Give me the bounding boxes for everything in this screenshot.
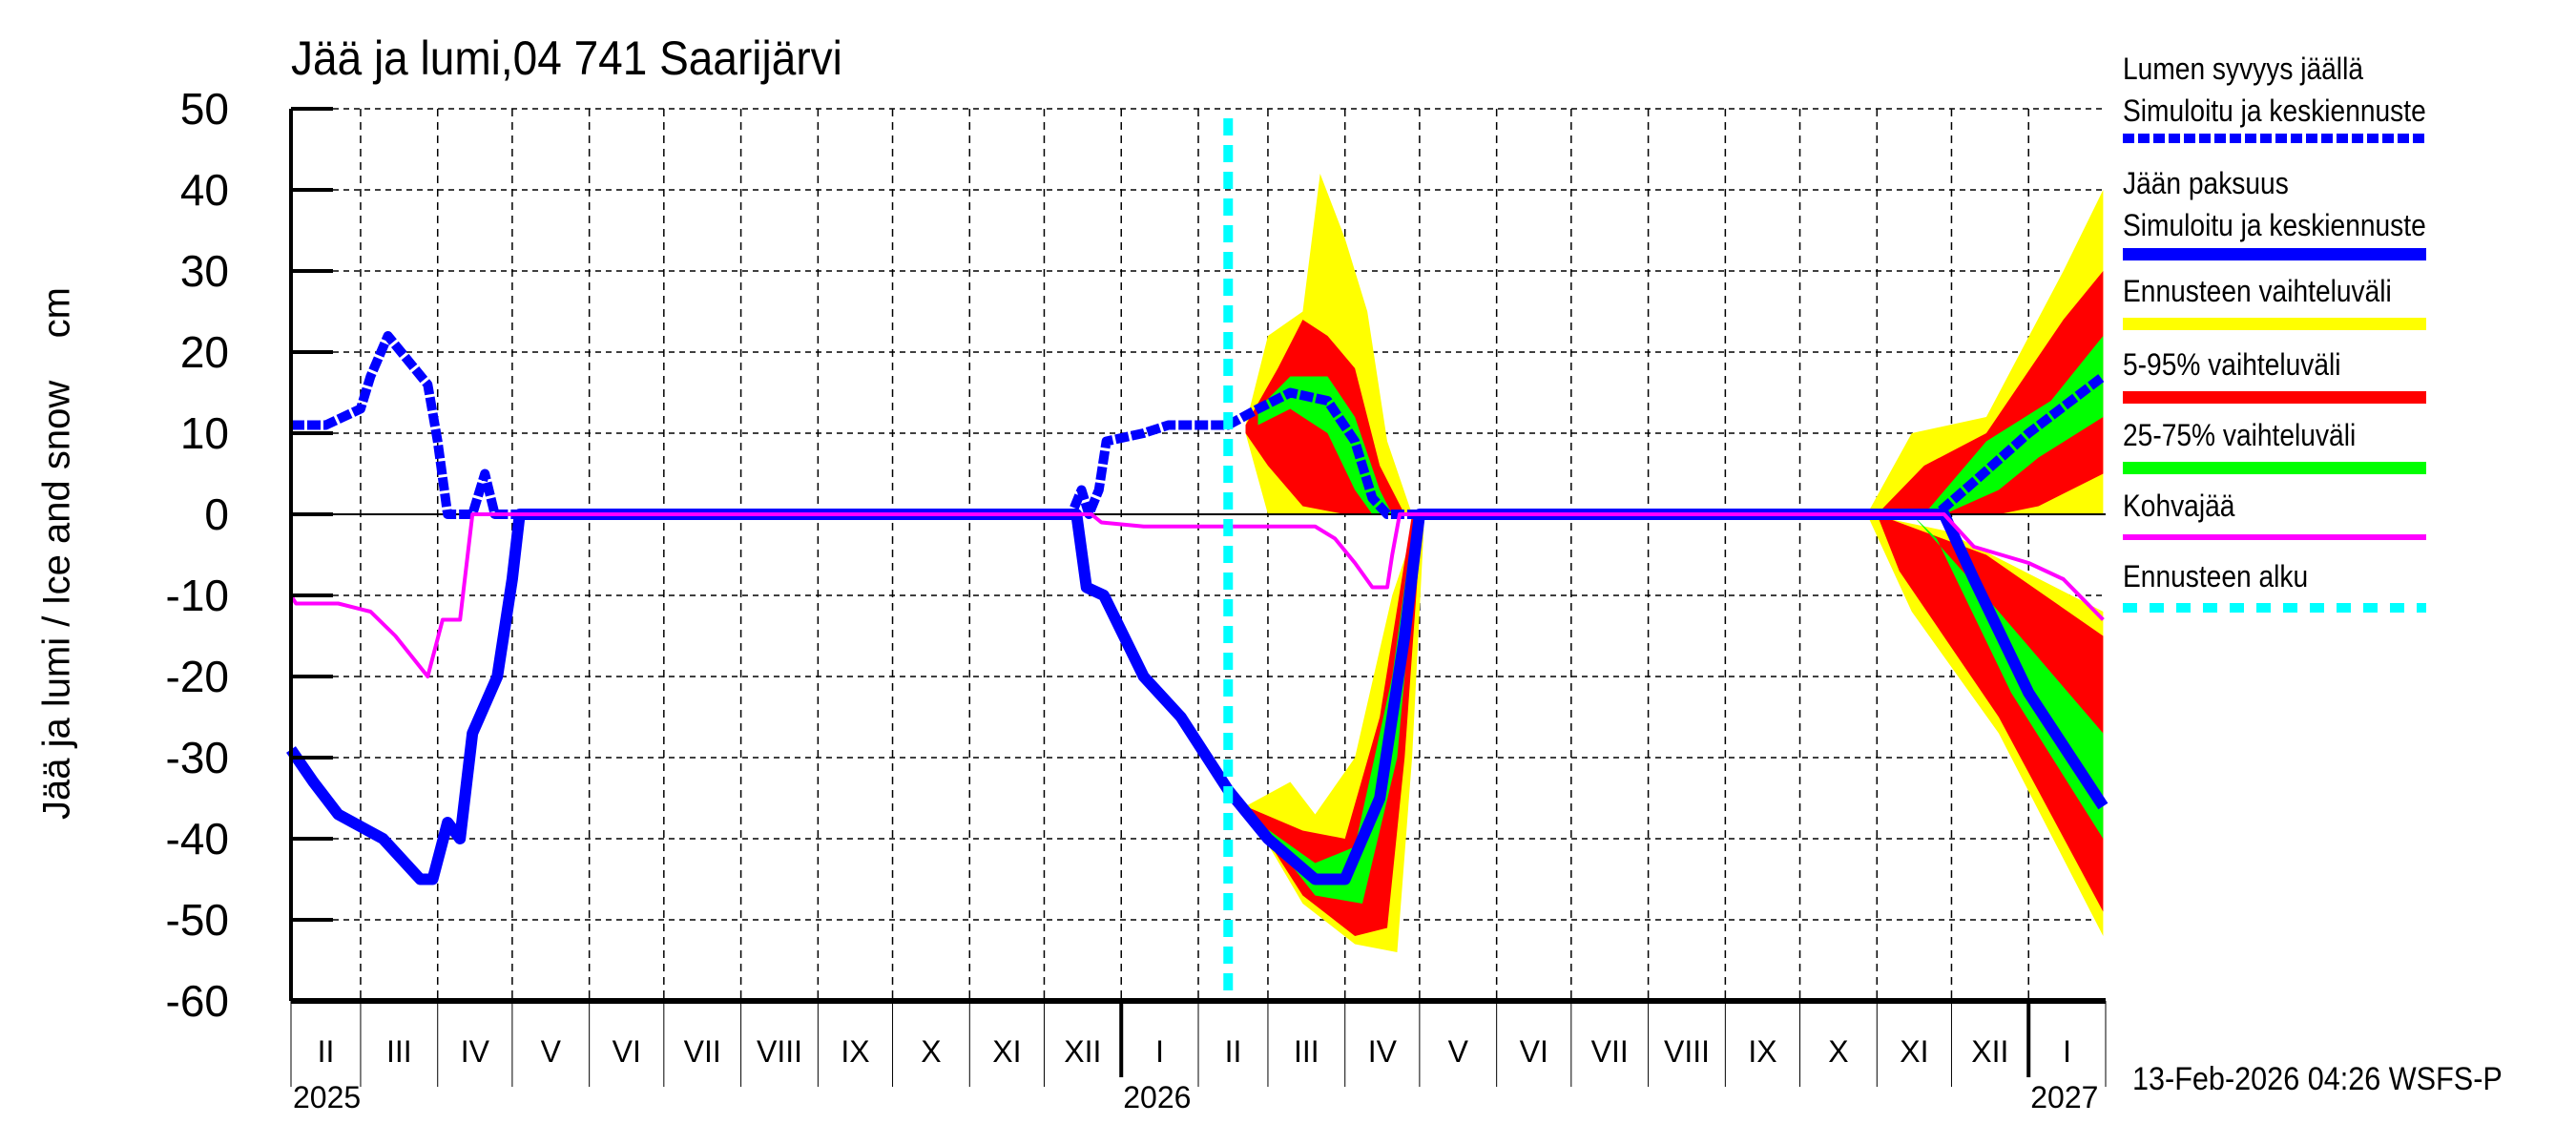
month-label: III [386,1034,412,1069]
grid-lines [291,108,2106,1002]
month-label: II [1225,1034,1242,1069]
legend-label: Ennusteen vaihteluväli [2123,274,2392,308]
legend-sublabel: Simuloitu ja keskiennuste [2123,208,2426,242]
y-tick-label: 10 [180,408,229,458]
y-tick-label: -20 [166,652,229,701]
timestamp-label: 13-Feb-2026 04:26 WSFS-P [2132,1061,2503,1097]
legend-swatch-magenta [2123,534,2426,540]
data-lines [286,331,2109,885]
y-tick-label: 30 [180,246,229,296]
y-tick-label: -50 [166,895,229,945]
month-label: IV [1368,1034,1398,1069]
month-label: II [318,1034,335,1069]
legend-label: Kohvajää [2123,489,2235,523]
year-label: 2026 [1123,1080,1191,1114]
month-label: VI [1520,1034,1548,1069]
month-label: VII [684,1034,721,1069]
y-tick-label: 50 [180,84,229,134]
x-month-labels: II III IV V VI VII VIII IX X XI XII I II III IV V VI VII V… [293,1034,2098,1114]
month-label: IV [461,1034,490,1069]
legend-swatch-cyan-dotted [2123,603,2426,613]
legend-label: Jään paksuus [2123,166,2289,200]
legend-label: 5-95% vaihteluväli [2123,347,2341,382]
month-label: IX [1748,1034,1776,1069]
month-label: XII [1971,1034,2008,1069]
legend-item-kohvajaa: Kohvajää [2123,485,2466,540]
legend-item-5-95: 5-95% vaihteluväli [2123,344,2466,404]
y-tick-label: 0 [204,489,229,539]
month-label: XII [1064,1034,1101,1069]
month-label: VI [613,1034,641,1069]
legend-item-forecast-start: Ennusteen alku [2123,555,2466,613]
month-label: I [1155,1034,1164,1069]
legend-sublabel: Simuloitu ja keskiennuste [2123,94,2426,128]
y-tick-label: -60 [166,976,229,1026]
month-label: III [1294,1034,1319,1069]
month-label: XI [1900,1034,1928,1069]
month-label: X [1828,1034,1848,1069]
month-label: X [921,1034,941,1069]
legend-label: Ennusteen alku [2123,559,2309,593]
month-label: IX [841,1034,869,1069]
legend-label: Lumen syvyys jäällä [2123,52,2363,86]
month-label: I [2063,1034,2071,1069]
legend-label: 25-75% vaihteluväli [2123,418,2357,452]
legend-swatch-blue-dashed [2123,134,2426,143]
legend-swatch-blue-solid [2123,248,2426,260]
year-label: 2027 [2030,1080,2098,1114]
legend-item-snow-depth: Lumen syvyys jäällä Simuloitu ja keskien… [2123,48,2466,143]
legend-swatch-yellow [2123,318,2426,330]
forecast-bands [1245,174,2104,952]
y-tick-label: -10 [166,571,229,620]
legend-item-forecast-range: Ennusteen vaihteluväli [2123,270,2466,330]
month-label: V [541,1034,562,1069]
y-axis-label: Jää ja lumi / Ice and snow cm [35,286,78,821]
legend-item-25-75: 25-75% vaihteluväli [2123,414,2466,474]
y-tick-label: -40 [166,814,229,864]
month-label: VIII [1664,1034,1710,1069]
y-tick-label: 40 [180,165,229,215]
y-tick-label: 20 [180,327,229,377]
month-label: VII [1591,1034,1629,1069]
month-label: XI [992,1034,1021,1069]
y-tick-labels: 50 40 30 20 10 0 -10 -20 -30 -40 -50 -60 [166,84,229,1026]
chart-title: Jää ja lumi,04 741 Saarijärvi [291,31,842,85]
legend-swatch-green [2123,462,2426,474]
axes [289,107,2107,1087]
month-label: V [1448,1034,1469,1069]
year-label: 2025 [293,1080,361,1114]
month-label: VIII [757,1034,802,1069]
y-tick-label: -30 [166,733,229,782]
legend-swatch-red [2123,391,2426,404]
legend-item-ice-thickness: Jään paksuus Simuloitu ja keskiennuste [2123,162,2466,260]
